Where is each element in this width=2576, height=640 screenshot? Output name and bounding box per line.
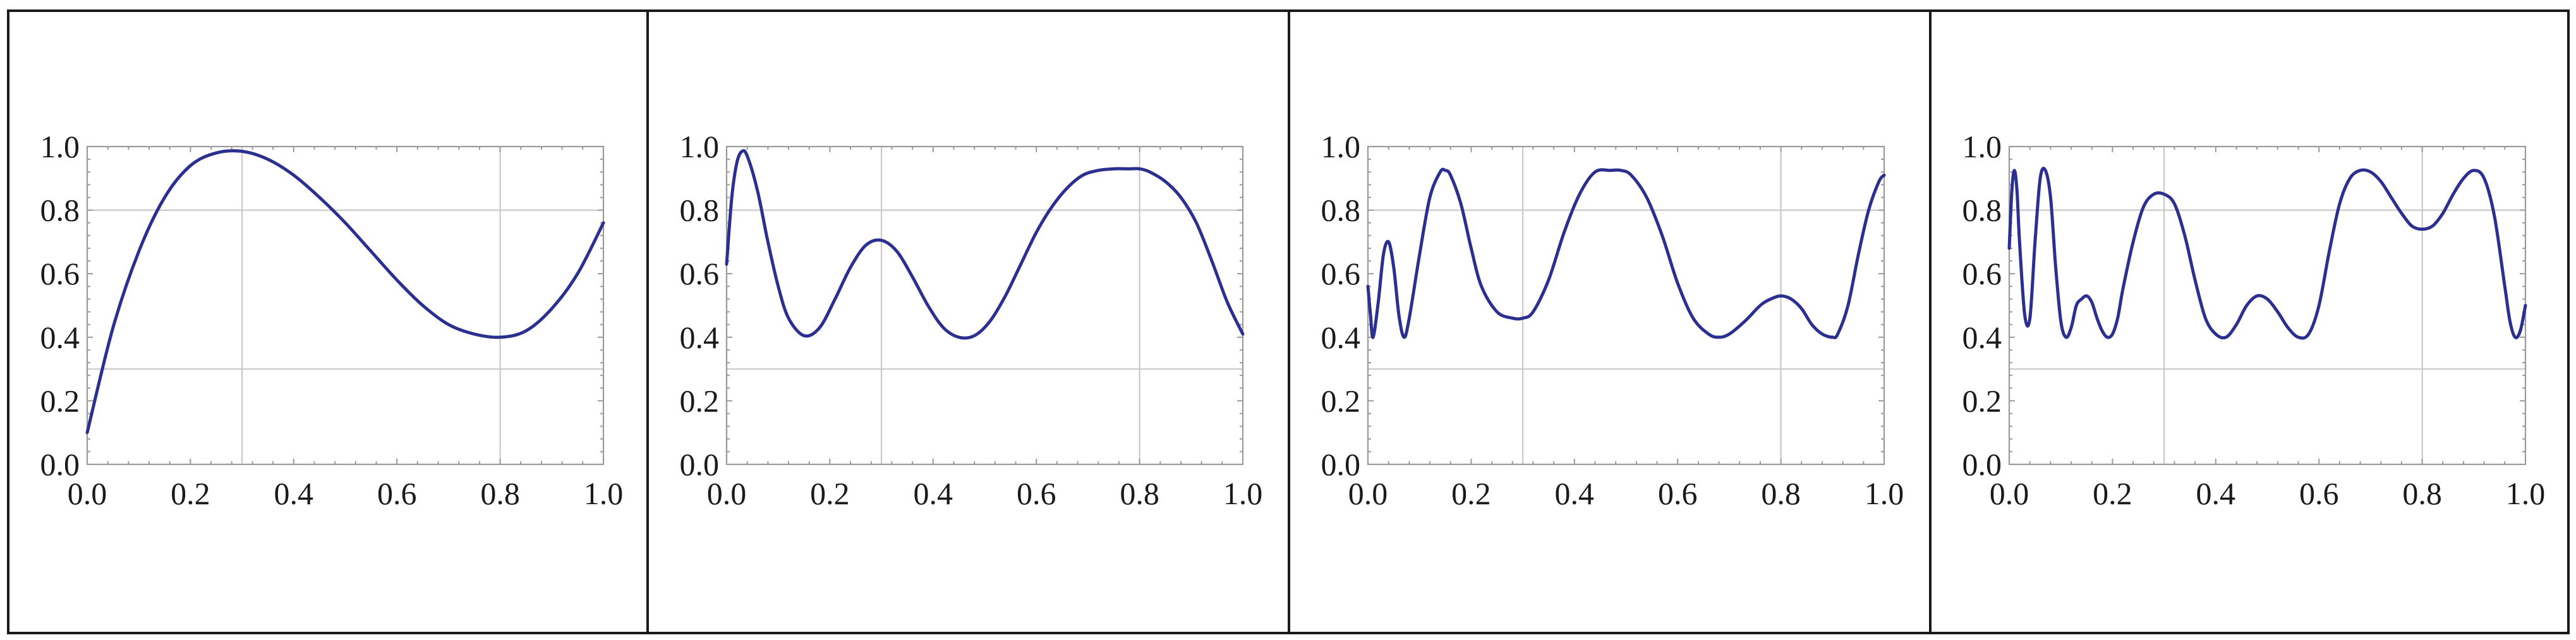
x-tick-label: 0.0 xyxy=(707,476,747,511)
x-tick-label: 1.0 xyxy=(1865,476,1904,511)
y-tick-label: 0.8 xyxy=(1321,193,1361,228)
chart-panel-4: 0.0 0.2 0.4 0.6 0.8 1.0 0.0 0.2 0.4 0.6 0.8 1.0 xyxy=(1929,9,2570,634)
y-tick-label: 1.0 xyxy=(680,129,720,164)
y-tick-label: 0.4 xyxy=(1321,320,1361,355)
chart-panel-2: 0.0 0.2 0.4 0.6 0.8 1.0 0.0 0.2 0.4 0.6 0.8 1.0 xyxy=(646,9,1290,634)
y-tick-label: 0.2 xyxy=(680,383,720,418)
series-line xyxy=(2007,167,2527,340)
y-tick-label: 0.4 xyxy=(680,320,720,355)
x-tick-label: 0.0 xyxy=(68,476,107,511)
x-tick-label: 0.2 xyxy=(2093,476,2132,511)
y-tick-label: 0.0 xyxy=(40,447,80,482)
y-tick-label: 0.2 xyxy=(1321,383,1361,418)
y-tick-label: 0.6 xyxy=(1962,256,2002,291)
y-tick-label: 0.8 xyxy=(40,193,80,228)
x-tick-label: 0.4 xyxy=(1555,476,1595,511)
x-tick-label: 1.0 xyxy=(1223,476,1263,511)
x-tick-label: 0.4 xyxy=(2196,476,2236,511)
panel-border xyxy=(1929,9,2570,634)
y-tick-label: 0.0 xyxy=(1321,447,1361,482)
x-tick-label: 0.6 xyxy=(377,476,417,511)
x-tick-label: 0.4 xyxy=(274,476,314,511)
y-tick-label: 1.0 xyxy=(1321,129,1361,164)
x-tick-label: 0.0 xyxy=(1348,476,1388,511)
y-tick-label: 0.2 xyxy=(40,383,80,418)
x-tick-label: 0.6 xyxy=(1658,476,1698,511)
x-tick-label: 1.0 xyxy=(584,476,624,511)
y-tick-label: 0.8 xyxy=(680,193,720,228)
y-tick-label: 1.0 xyxy=(1962,129,2002,164)
y-tick-label: 1.0 xyxy=(40,129,80,164)
x-tick-label: 0.8 xyxy=(1761,476,1801,511)
y-tick-label: 0.6 xyxy=(1321,256,1361,291)
plot-area-frame xyxy=(1367,145,1885,466)
x-tick-label: 0.4 xyxy=(914,476,953,511)
x-tick-label: 0.2 xyxy=(810,476,850,511)
y-tick-label: 0.4 xyxy=(1962,320,2002,355)
x-tick-label: 0.6 xyxy=(1017,476,1056,511)
x-tick-label: 0.8 xyxy=(2402,476,2442,511)
x-tick-label: 0.2 xyxy=(171,476,210,511)
y-tick-label: 0.6 xyxy=(680,256,720,291)
series-line xyxy=(85,149,605,435)
x-tick-label: 0.8 xyxy=(1120,476,1159,511)
y-tick-label: 0.0 xyxy=(1962,447,2002,482)
chart-panel-3: 0.0 0.2 0.4 0.6 0.8 1.0 0.0 0.2 0.4 0.6 0.8 1.0 xyxy=(1288,9,1932,634)
y-tick-label: 0.6 xyxy=(40,256,80,291)
panel-border xyxy=(7,9,649,634)
panel-border xyxy=(646,9,1290,634)
x-tick-label: 0.0 xyxy=(1990,476,2029,511)
y-tick-label: 0.0 xyxy=(680,447,720,482)
plot-area-frame xyxy=(725,145,1244,466)
x-tick-label: 0.6 xyxy=(2299,476,2339,511)
plot-area-frame xyxy=(86,145,605,466)
x-tick-label: 0.2 xyxy=(1451,476,1491,511)
y-tick-label: 0.4 xyxy=(40,320,80,355)
y-tick-label: 0.2 xyxy=(1962,383,2002,418)
x-tick-label: 0.8 xyxy=(480,476,520,511)
series-line xyxy=(725,148,1245,340)
y-tick-label: 0.8 xyxy=(1962,193,2002,228)
series-line xyxy=(1366,167,1886,339)
x-tick-label: 1.0 xyxy=(2506,476,2546,511)
panel-border xyxy=(1288,9,1932,634)
chart-panel-1: 0.0 0.2 0.4 0.6 0.8 1.0 0.0 0.2 0.4 0.6 0.8 1.0 xyxy=(7,9,649,634)
